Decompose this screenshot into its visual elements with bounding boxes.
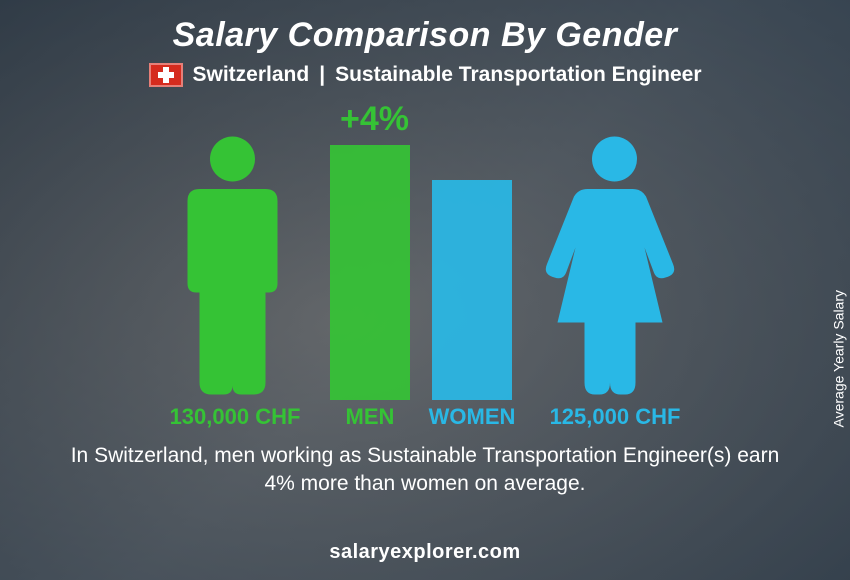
flag-switzerland-icon [149,63,183,87]
description-text: In Switzerland, men working as Sustainab… [60,442,790,499]
percent-delta-label: +4% [340,100,409,139]
page-title: Salary Comparison By Gender [0,0,850,55]
source-footer: salaryexplorer.com [0,541,850,564]
salary-men: 130,000 CHF [150,404,320,430]
bar-women [432,180,512,400]
y-axis-label: Average Yearly Salary [830,290,846,428]
separator: | [319,63,325,87]
male-figure-icon [155,132,310,402]
bar-label-women: WOMEN [422,404,522,430]
gender-salary-chart: +4% MEN WOMEN 130,000 CHF 125,000 CHF [0,100,850,430]
bar-men [330,145,410,400]
role-label: Sustainable Transportation Engineer [335,63,701,87]
subtitle: Switzerland | Sustainable Transportation… [0,63,850,87]
country-label: Switzerland [193,63,310,87]
bar-label-men: MEN [320,404,420,430]
female-figure-icon [537,132,692,402]
salary-women: 125,000 CHF [530,404,700,430]
